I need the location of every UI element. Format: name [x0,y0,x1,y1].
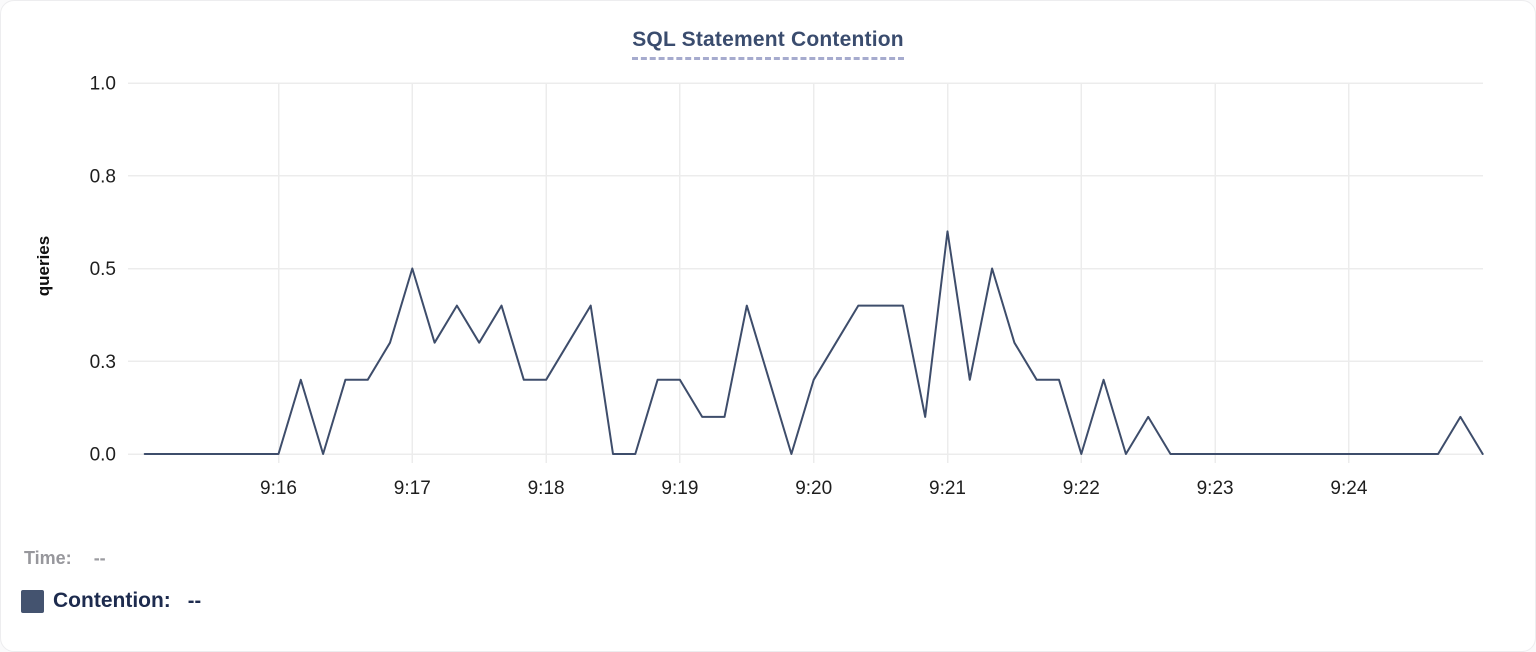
chart-header: SQL Statement Contention [1,28,1535,60]
time-value: -- [93,547,106,568]
legend-contention-row: Contention: -- [21,588,201,614]
y-tick-label: 0.5 [90,259,116,280]
x-tick-label: 9:20 [795,478,832,499]
contention-swatch [21,589,44,613]
contention-value: -- [187,589,202,612]
y-tick-label: 0.8 [90,166,116,187]
y-tick-label: 0.3 [90,352,116,373]
chart-legend: Time: -- Contention: -- [21,545,201,614]
y-tick-label: 1.0 [90,74,116,95]
x-tick-label: 9:18 [528,478,565,499]
y-axis-title: queries [34,236,53,296]
x-tick-label: 9:19 [661,478,698,499]
x-tick-label: 9:21 [929,478,966,499]
x-tick-label: 9:16 [260,478,297,499]
x-tick-label: 9:17 [394,478,431,499]
contention-line [143,230,1484,455]
legend-time-row: Time: -- [21,545,201,571]
x-tick-label: 9:23 [1197,478,1234,499]
x-tick-label: 9:24 [1330,478,1367,499]
contention-chart[interactable]: 0.0 0.3 0.5 0.8 1.0 9:16 9:17 9:18 9:19 9:20 9:21 9… [1,1,1536,513]
y-tick-label: 0.0 [90,445,116,466]
contention-label: Contention: [53,589,171,612]
x-tick-label: 9:22 [1063,478,1100,499]
chart-title[interactable]: SQL Statement Contention [632,28,904,60]
time-label: Time: [24,547,72,568]
